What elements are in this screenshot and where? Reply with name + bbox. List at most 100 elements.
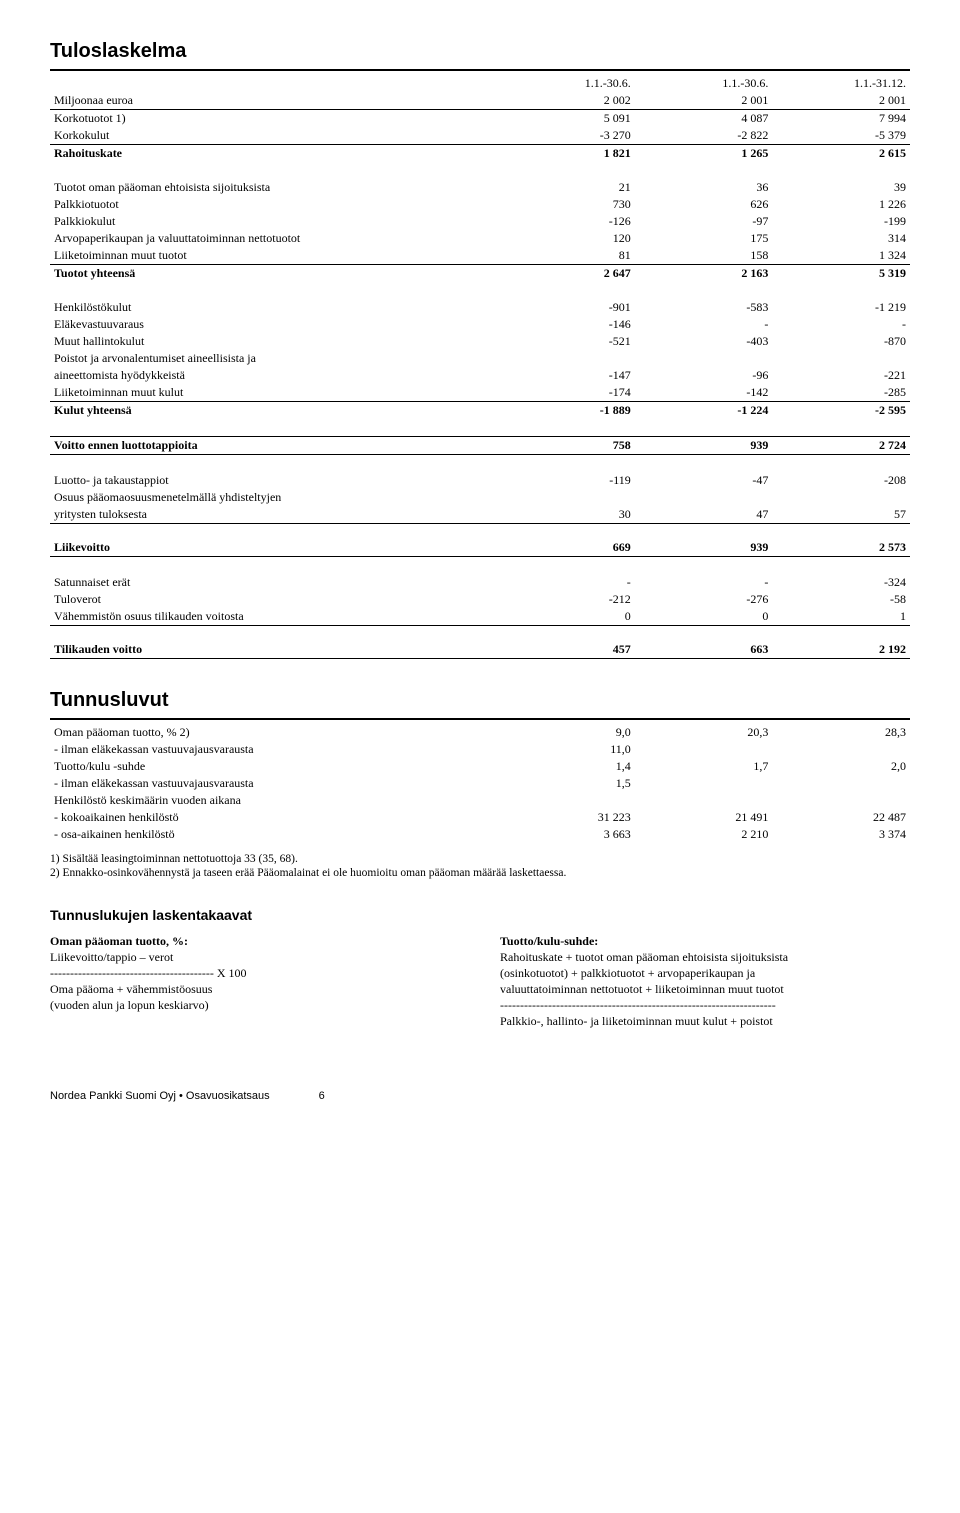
row-label: Kulut yhteensä xyxy=(50,402,497,420)
row-value: 3 374 xyxy=(772,826,910,843)
footer-text: Nordea Pankki Suomi Oyj • Osavuosikatsau… xyxy=(50,1090,270,1102)
row-value: -285 xyxy=(772,384,910,402)
row-value xyxy=(772,792,910,809)
row-value: -221 xyxy=(772,367,910,384)
row-value: -2 595 xyxy=(772,402,910,420)
table-row xyxy=(50,626,910,642)
year-row: Miljoonaa euroa 2 002 2 001 2 001 xyxy=(50,92,910,110)
row-value: -521 xyxy=(497,333,635,350)
row-label: Rahoituskate xyxy=(50,145,497,163)
row-value: 663 xyxy=(635,641,773,659)
table-row xyxy=(50,524,910,540)
formula-left: Oman pääoman tuotto, %: Liikevoitto/tapp… xyxy=(50,933,460,1030)
row-label: Poistot ja arvonalentumiset aineellisist… xyxy=(50,350,497,367)
table-row: Osuus pääomaosuusmenetelmällä yhdistelty… xyxy=(50,489,910,506)
row-value: -583 xyxy=(635,299,773,316)
spacer-cell xyxy=(50,626,910,642)
row-value: 0 xyxy=(497,608,635,626)
row-value: 457 xyxy=(497,641,635,659)
row-value: - xyxy=(497,574,635,591)
table-row: Tuotot yhteensä2 6472 1635 319 xyxy=(50,265,910,283)
table-row: yritysten tuloksesta304757 xyxy=(50,506,910,524)
formula-row: Oman pääoman tuotto, %: Liikevoitto/tapp… xyxy=(50,933,910,1030)
row-value: 2,0 xyxy=(772,758,910,775)
table-row: Henkilöstökulut-901-583-1 219 xyxy=(50,299,910,316)
table-row: Palkkiokulut-126-97-199 xyxy=(50,213,910,230)
table-row: Kulut yhteensä-1 889-1 224-2 595 xyxy=(50,402,910,420)
row-value: 4 087 xyxy=(635,110,773,128)
row-value: -1 224 xyxy=(635,402,773,420)
row-label: yritysten tuloksesta xyxy=(50,506,497,524)
row-label: Tuloverot xyxy=(50,591,497,608)
table-row: Arvopaperikaupan ja valuuttatoiminnan ne… xyxy=(50,230,910,247)
row-value: 2 647 xyxy=(497,265,635,283)
formula-line: Palkkio-, hallinto- ja liiketoiminnan mu… xyxy=(500,1014,910,1029)
ratio-table: Oman pääoman tuotto, % 2)9,020,328,3- il… xyxy=(50,724,910,843)
row-value: 3 663 xyxy=(497,826,635,843)
row-value: 314 xyxy=(772,230,910,247)
table-row: Liikevoitto6699392 573 xyxy=(50,539,910,557)
table-row: - ilman eläkekassan vastuuvajausvarausta… xyxy=(50,741,910,758)
table-row: Tuotot oman pääoman ehtoisista sijoituks… xyxy=(50,179,910,196)
spacer-cell xyxy=(50,557,910,575)
row-label: Liiketoiminnan muut kulut xyxy=(50,384,497,402)
row-label: - ilman eläkekassan vastuuvajausvarausta xyxy=(50,775,497,792)
row-value: -403 xyxy=(635,333,773,350)
row-value: -142 xyxy=(635,384,773,402)
formula-right: Tuotto/kulu-suhde: Rahoituskate + tuotot… xyxy=(500,933,910,1030)
table-row: - ilman eläkekassan vastuuvajausvarausta… xyxy=(50,775,910,792)
period-row: 1.1.-30.6. 1.1.-30.6. 1.1.-31.12. xyxy=(50,75,910,92)
table-row xyxy=(50,282,910,299)
formula-line: Rahoituskate + tuotot oman pääoman ehtoi… xyxy=(500,950,910,965)
table-row: Voitto ennen luottotappioita7589392 724 xyxy=(50,437,910,455)
table-row: Korkokulut-3 270-2 822-5 379 xyxy=(50,127,910,145)
row-value: 2 163 xyxy=(635,265,773,283)
row-label: Korkokulut xyxy=(50,127,497,145)
row-value: 11,0 xyxy=(497,741,635,758)
row-value: 20,3 xyxy=(635,724,773,741)
row-value: 758 xyxy=(497,437,635,455)
year-2: 2 001 xyxy=(635,92,773,110)
row-value: - xyxy=(635,574,773,591)
table-row: Henkilöstö keskimäärin vuoden aikana xyxy=(50,792,910,809)
page-title: Tuloslaskelma xyxy=(50,40,910,63)
rule xyxy=(50,718,910,720)
row-value xyxy=(497,489,635,506)
footnote-1: 1) Sisältää leasingtoiminnan nettotuotto… xyxy=(50,853,910,865)
row-value: 2 615 xyxy=(772,145,910,163)
row-value: 175 xyxy=(635,230,773,247)
row-value: 939 xyxy=(635,539,773,557)
table-row: Satunnaiset erät---324 xyxy=(50,574,910,591)
row-value: -901 xyxy=(497,299,635,316)
row-value: 626 xyxy=(635,196,773,213)
table-row xyxy=(50,419,910,437)
row-value: -47 xyxy=(635,472,773,489)
table-row: Oman pääoman tuotto, % 2)9,020,328,3 xyxy=(50,724,910,741)
row-label: Arvopaperikaupan ja valuuttatoiminnan ne… xyxy=(50,230,497,247)
table-row: Poistot ja arvonalentumiset aineellisist… xyxy=(50,350,910,367)
row-value xyxy=(635,350,773,367)
row-value: 1,7 xyxy=(635,758,773,775)
row-label: Muut hallintokulut xyxy=(50,333,497,350)
row-value: 21 491 xyxy=(635,809,773,826)
row-label: Tuotto/kulu -suhde xyxy=(50,758,497,775)
table-row: Tuloverot-212-276-58 xyxy=(50,591,910,608)
row-value: 939 xyxy=(635,437,773,455)
row-value: 669 xyxy=(497,539,635,557)
row-value: -97 xyxy=(635,213,773,230)
table-row: aineettomista hyödykkeistä-147-96-221 xyxy=(50,367,910,384)
formula-line: ----------------------------------------… xyxy=(500,998,910,1013)
row-value xyxy=(772,741,910,758)
row-label: Luotto- ja takaustappiot xyxy=(50,472,497,489)
formula-left-title: Oman pääoman tuotto, %: xyxy=(50,934,460,949)
row-value: 120 xyxy=(497,230,635,247)
row-value: 5 319 xyxy=(772,265,910,283)
row-label: Korkotuotot 1) xyxy=(50,110,497,128)
spacer-cell xyxy=(50,455,910,473)
row-value: -324 xyxy=(772,574,910,591)
table-row: - osa-aikainen henkilöstö3 6632 2103 374 xyxy=(50,826,910,843)
row-value: - xyxy=(772,316,910,333)
row-value xyxy=(772,350,910,367)
row-value: 0 xyxy=(635,608,773,626)
period-1: 1.1.-30.6. xyxy=(497,75,635,92)
